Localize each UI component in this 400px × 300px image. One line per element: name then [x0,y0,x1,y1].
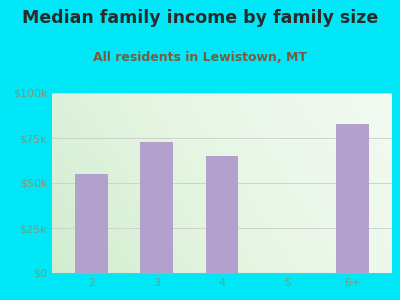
Bar [75,174,108,273]
Text: Median family income by family size: Median family income by family size [22,9,378,27]
Bar [336,124,369,273]
Bar [206,156,238,273]
Bar [140,142,173,273]
Text: All residents in Lewistown, MT: All residents in Lewistown, MT [93,51,307,64]
